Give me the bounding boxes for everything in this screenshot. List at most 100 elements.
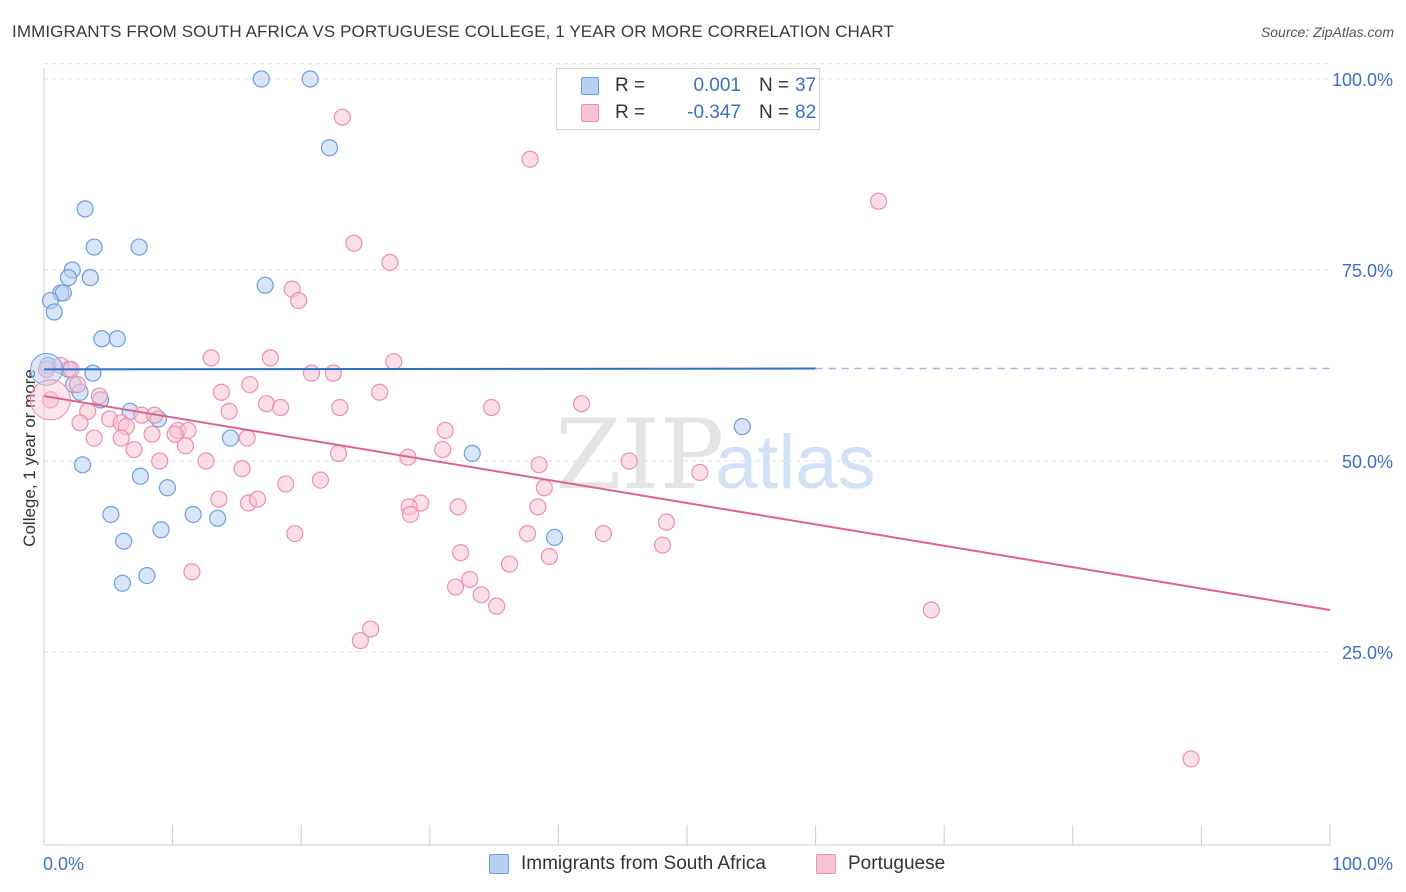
legend-r-value: -0.347 — [687, 102, 741, 123]
legend-swatch-blue — [489, 854, 509, 874]
y-tick-label: 75.0% — [1342, 261, 1393, 281]
portuguese-point — [125, 440, 143, 459]
legend-r-label: R = — [615, 75, 646, 96]
x-tick-label: 100.0% — [1332, 854, 1393, 874]
portuguese-point — [212, 383, 231, 401]
portuguese-point — [482, 398, 501, 417]
portuguese-point — [594, 524, 613, 543]
portuguese-point — [233, 460, 251, 478]
south-africa-point — [73, 456, 92, 474]
portuguese-point — [329, 444, 348, 462]
portuguese-point — [870, 192, 888, 210]
south-africa-point — [102, 505, 120, 524]
south-africa-point — [93, 330, 111, 348]
x-tick-label: 0.0% — [43, 854, 84, 874]
portuguese-point — [500, 555, 519, 573]
south-africa-point — [113, 574, 132, 592]
portuguese-point — [112, 429, 130, 447]
south-africa-point — [545, 528, 564, 547]
portuguese-point — [1182, 750, 1200, 768]
portuguese-point — [248, 490, 267, 508]
portuguese-point — [90, 387, 108, 405]
south-africa-point — [131, 467, 150, 485]
portuguese-point — [331, 398, 349, 417]
portuguese-point — [530, 456, 548, 474]
portuguese-point — [261, 349, 279, 367]
portuguese-point — [653, 536, 672, 554]
south-africa-point — [209, 509, 227, 527]
south-africa-point — [108, 330, 126, 348]
portuguese-point — [461, 570, 479, 589]
portuguese-point — [176, 437, 195, 455]
portuguese-point — [311, 471, 330, 489]
legend-n-value: 82 — [795, 102, 817, 123]
south-africa-point — [158, 479, 177, 497]
y-tick-label: 25.0% — [1342, 643, 1393, 663]
trend-lines — [43, 367, 1331, 611]
portuguese-point — [452, 544, 470, 562]
portuguese-point — [362, 620, 380, 638]
portuguese-point — [620, 452, 638, 470]
portuguese-point — [472, 586, 490, 604]
y-tick-label: 50.0% — [1342, 452, 1393, 472]
south-africa-point — [59, 269, 78, 287]
portuguese-point — [210, 490, 228, 508]
watermark-zip: ZIP — [555, 399, 724, 511]
south-africa-point — [301, 70, 319, 88]
portuguese-point — [351, 631, 369, 650]
legend-label: Immigrants from South Africa — [521, 853, 766, 874]
south-africa-point — [252, 70, 270, 88]
portuguese-point — [302, 364, 321, 382]
portuguese-point — [324, 364, 342, 382]
south-africa-point — [85, 238, 103, 256]
correlation-legend: R = 0.001 N = 37 R = -0.347 N = 82 — [556, 68, 820, 130]
south-africa-point — [320, 139, 339, 157]
portuguese-point — [238, 429, 256, 447]
portuguese-point — [572, 395, 591, 413]
legend-label: Portuguese — [848, 853, 946, 874]
legend-r-value: 0.001 — [693, 75, 741, 96]
legend-swatch-pink — [581, 104, 599, 122]
source-label: Source: ZipAtlas.com — [1260, 24, 1394, 40]
tick-labels: 25.0% 50.0% 75.0% 100.0% 0.0% 100.0% — [43, 70, 1393, 874]
south-africa-point — [76, 200, 94, 218]
portuguese-point — [68, 376, 87, 394]
portuguese-point — [529, 498, 547, 516]
gridlines — [44, 63, 1330, 653]
portuguese-point — [71, 414, 89, 432]
portuguese-point — [257, 395, 276, 413]
portuguese-point — [202, 349, 220, 367]
legend-n-label: N = — [759, 75, 790, 96]
south-africa-point — [54, 284, 72, 302]
portuguese-point — [922, 601, 940, 619]
portuguese-point — [220, 402, 238, 420]
south-africa-point — [184, 505, 202, 524]
portuguese-point — [290, 291, 308, 310]
south-africa-point — [84, 364, 102, 382]
portuguese-point — [345, 234, 363, 252]
portuguese-point — [449, 498, 467, 516]
portuguese-point — [488, 597, 506, 615]
legend-r-label: R = — [615, 102, 646, 123]
portuguese-point — [691, 463, 709, 482]
portuguese-point — [371, 383, 389, 401]
portuguese-point — [333, 108, 351, 126]
south-africa-point — [152, 521, 170, 539]
legend-n-label: N = — [759, 102, 790, 123]
portuguese-point — [85, 429, 103, 447]
portuguese-point — [143, 425, 161, 443]
portuguese-point — [434, 440, 452, 459]
portuguese-point — [183, 563, 201, 581]
south-africa-point — [256, 276, 274, 294]
south-africa-point — [81, 269, 99, 287]
portuguese-trend-line — [43, 395, 1331, 611]
chart-title: IMMIGRANTS FROM SOUTH AFRICA VS PORTUGUE… — [12, 22, 894, 41]
portuguese-point — [151, 452, 169, 470]
south-africa-point — [221, 429, 240, 447]
legend-n-value: 37 — [795, 75, 817, 96]
portuguese-point — [241, 376, 259, 394]
south-africa-point — [463, 444, 481, 462]
south-africa-point — [733, 418, 751, 436]
watermark: ZIP atlas — [555, 399, 876, 511]
portuguese-point — [277, 475, 295, 493]
